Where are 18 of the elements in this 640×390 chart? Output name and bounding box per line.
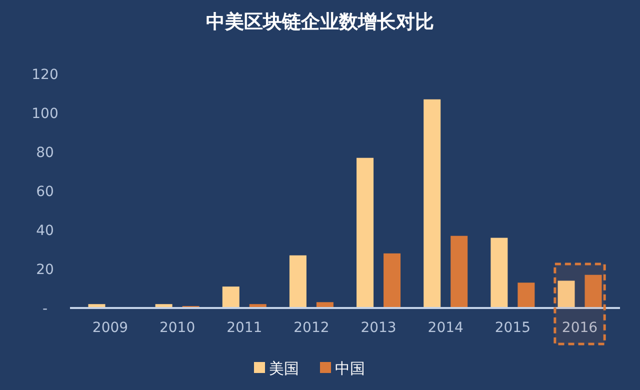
x-tick-label: 2009 [92,320,128,336]
x-tick-label: 2014 [428,320,464,336]
y-tick-label: 20 [36,262,54,278]
y-tick-label: 80 [36,144,54,161]
y-tick-label: 120 [32,66,58,83]
x-tick-label: 2016 [562,320,598,336]
x-tick-label: 2015 [494,320,531,336]
y-tick-label: 60 [36,184,54,200]
chart-title: 中美区块链企业数增长对比 [206,11,434,33]
legend-label: 中国 [335,359,365,378]
y-tick-label: - [42,300,48,317]
x-tick-label: 2011 [226,320,262,336]
legend-label: 美国 [269,359,299,378]
y-tick-label: 40 [36,222,54,239]
y-tick-label: 100 [32,106,58,122]
x-tick-label: 2013 [360,320,396,336]
x-tick-label: 2010 [159,320,196,336]
x-tick-label: 2012 [294,320,330,336]
